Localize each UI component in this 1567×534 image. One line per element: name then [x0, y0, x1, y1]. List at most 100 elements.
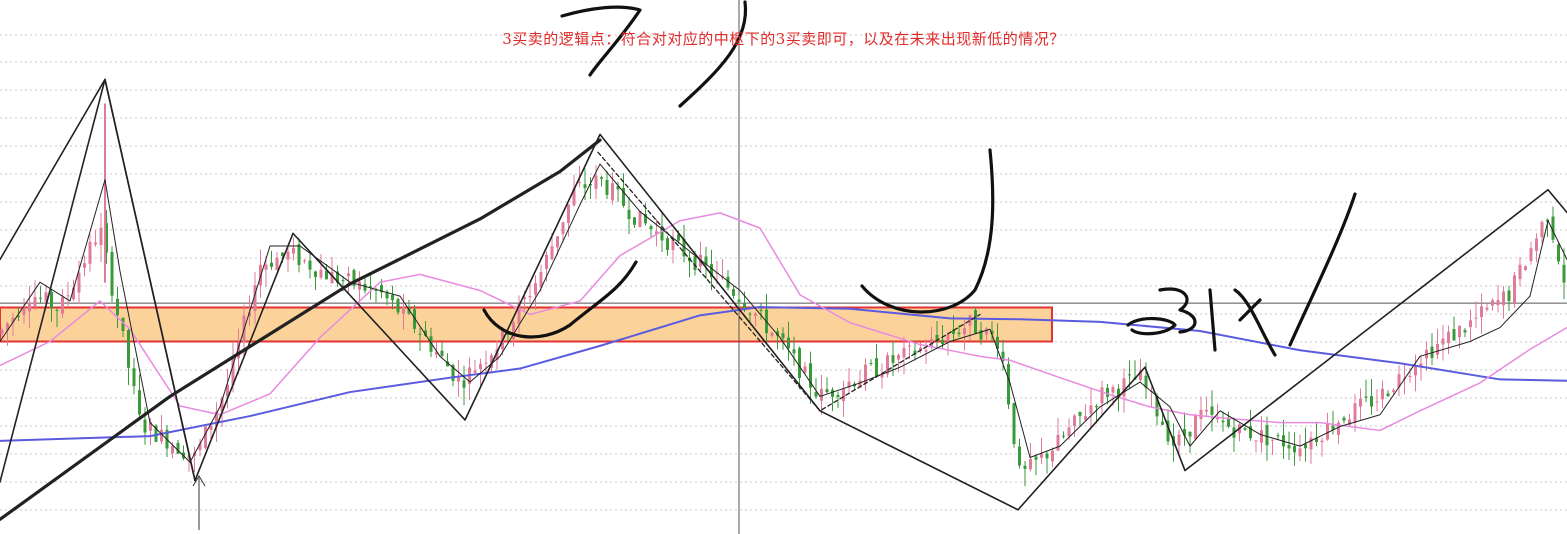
candle-body	[457, 376, 460, 382]
candle-body	[1205, 409, 1208, 412]
candle-body	[1056, 434, 1060, 451]
candle-body	[1392, 390, 1395, 392]
candle-body	[1562, 264, 1566, 283]
candle-body	[1364, 396, 1368, 398]
candle-body	[968, 315, 972, 326]
candle-body	[358, 281, 361, 290]
candle-body	[374, 289, 378, 291]
candle-body	[451, 365, 455, 381]
candle-body	[176, 442, 180, 454]
hand-stroke-curve	[678, 0, 748, 108]
candle-body	[869, 362, 873, 364]
candle-body	[1249, 426, 1252, 439]
candle-body	[1254, 440, 1258, 442]
candle-body	[974, 309, 977, 334]
candle-body	[913, 350, 917, 355]
bi-stroke-left	[0, 78, 196, 483]
candle-body	[1001, 351, 1005, 362]
candle-body	[550, 246, 554, 260]
candle-body	[116, 298, 119, 316]
candle-body	[803, 366, 807, 373]
candle-body	[83, 263, 86, 268]
candle-body	[88, 241, 92, 264]
hand-stroke-top	[560, 5, 642, 77]
candle-body	[1524, 266, 1527, 271]
candle-body	[1029, 458, 1032, 470]
candle-body	[1018, 446, 1021, 466]
candle-body	[1166, 420, 1170, 442]
candle-body	[891, 355, 895, 363]
hand-stroke-3b	[1158, 287, 1197, 334]
candle-body	[138, 390, 141, 415]
candle-body	[347, 273, 350, 277]
candle-body	[644, 213, 647, 224]
candle-body	[567, 204, 570, 223]
candle-body	[1408, 376, 1412, 378]
candle-body	[440, 350, 444, 356]
candle-body	[1320, 440, 1324, 443]
hand-stroke-u	[860, 148, 995, 314]
candle-body	[105, 223, 108, 253]
candle-body	[781, 333, 785, 339]
candle-body	[880, 373, 884, 378]
candle-body	[1265, 425, 1269, 446]
candle-body	[473, 370, 477, 373]
candle-body	[1557, 244, 1560, 262]
candle-body	[1155, 395, 1159, 417]
candle-body	[754, 313, 757, 317]
candle-body	[1117, 388, 1120, 397]
candle-body	[682, 238, 686, 257]
candle-body	[1183, 429, 1186, 436]
candle-body	[1012, 403, 1016, 445]
hand-stroke-mai	[1208, 192, 1357, 357]
candle-body	[759, 309, 763, 312]
candle-body	[1491, 300, 1494, 306]
low-arrow-head	[192, 475, 206, 487]
candle-body	[677, 234, 680, 241]
candle-body	[6, 323, 9, 331]
candle-body	[11, 317, 15, 323]
candle-body	[957, 332, 961, 335]
candle-body	[286, 251, 290, 260]
candle-body	[391, 294, 394, 301]
candle-body	[1051, 450, 1054, 462]
candle-body	[732, 289, 735, 296]
candle-body	[908, 345, 911, 347]
candle-body	[600, 177, 603, 179]
candle-body	[297, 244, 301, 266]
dashed-channel	[597, 151, 981, 412]
candle-body	[341, 280, 345, 282]
candle-body	[352, 270, 356, 286]
candle-body	[583, 184, 587, 188]
candle-body	[710, 264, 713, 278]
candle-body	[919, 347, 922, 351]
candle-body	[380, 284, 383, 293]
candle-body	[1161, 421, 1164, 425]
candle-body	[1194, 415, 1197, 440]
candle-body	[121, 317, 125, 331]
candle-body	[1359, 398, 1362, 407]
candle-body	[1480, 306, 1483, 318]
candle-body	[1518, 264, 1522, 280]
candle-body	[1419, 363, 1423, 368]
candle-body	[1139, 370, 1142, 381]
candle-body	[33, 296, 37, 307]
candle-body	[275, 257, 279, 271]
candle-body	[369, 286, 372, 288]
candle-body	[1397, 374, 1401, 388]
candle-body	[61, 297, 64, 314]
candle-body	[787, 337, 790, 349]
candle-body	[209, 425, 213, 430]
candle-body	[517, 303, 521, 325]
candle-body	[545, 254, 548, 269]
candle-body	[638, 210, 642, 227]
candle-body	[1287, 445, 1291, 449]
candle-body	[952, 329, 955, 335]
candle-body	[649, 226, 653, 230]
candle-body	[902, 347, 906, 358]
candle-body	[325, 270, 328, 280]
candle-body	[66, 295, 70, 297]
candle-body	[924, 350, 928, 352]
candle-body	[1326, 423, 1329, 440]
candle-body	[1293, 445, 1296, 453]
